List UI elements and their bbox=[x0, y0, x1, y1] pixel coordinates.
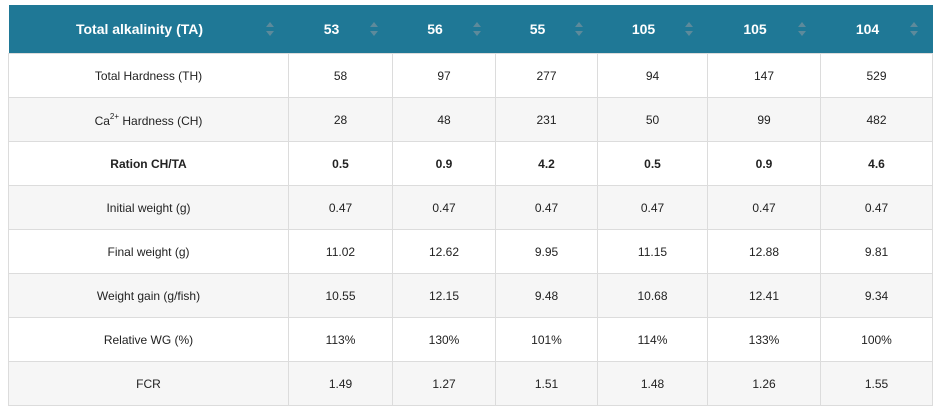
header-text: 104 bbox=[855, 21, 880, 37]
cell: 147 bbox=[707, 53, 821, 98]
row-label: Initial weight (g) bbox=[8, 185, 289, 230]
cell: 4.2 bbox=[495, 141, 598, 186]
sort-button[interactable] bbox=[684, 21, 694, 40]
cell: 12.41 bbox=[707, 273, 821, 318]
table-row: Final weight (g) 11.02 12.62 9.95 11.15 12.88… bbox=[8, 229, 933, 274]
cell: 0.47 bbox=[597, 185, 708, 230]
sort-icon bbox=[574, 22, 583, 36]
cell: 0.9 bbox=[392, 141, 496, 186]
table-row: Relative WG (%) 113% 130% 101% 114% 133% 100% bbox=[8, 317, 933, 362]
cell: 0.47 bbox=[288, 185, 393, 230]
cell: 9.48 bbox=[495, 273, 598, 318]
cell: 94 bbox=[597, 53, 708, 98]
cell: 11.15 bbox=[597, 229, 708, 274]
label-part: Hardness (CH) bbox=[119, 113, 203, 128]
cell: 0.47 bbox=[707, 185, 821, 230]
column-header: 56 bbox=[392, 5, 496, 54]
cell: 231 bbox=[495, 97, 598, 142]
header-text: Total alkalinity (TA) bbox=[75, 21, 204, 37]
row-label: Final weight (g) bbox=[8, 229, 289, 274]
sort-button[interactable] bbox=[574, 21, 584, 40]
cell: 113% bbox=[288, 317, 393, 362]
table-row: Total Hardness (TH) 58 97 277 94 147 529 bbox=[8, 53, 933, 98]
cell: 12.88 bbox=[707, 229, 821, 274]
cell: 101% bbox=[495, 317, 598, 362]
cell: 133% bbox=[707, 317, 821, 362]
sort-button[interactable] bbox=[369, 21, 379, 40]
table-row: Initial weight (g) 0.47 0.47 0.47 0.47 0.47 0.… bbox=[8, 185, 933, 230]
column-header: 53 bbox=[288, 5, 393, 54]
cell: 0.47 bbox=[820, 185, 933, 230]
sort-button[interactable] bbox=[797, 21, 807, 40]
data-table: Total alkalinity (TA) 53 56 55 105 105 104 Tot… bbox=[8, 5, 933, 406]
column-header: 104 bbox=[820, 5, 933, 54]
sort-button[interactable] bbox=[472, 21, 482, 40]
sort-button[interactable] bbox=[909, 21, 919, 40]
cell: 9.34 bbox=[820, 273, 933, 318]
row-label: Ca2+ Hardness (CH) bbox=[8, 97, 289, 142]
cell: 10.55 bbox=[288, 273, 393, 318]
header-text: 56 bbox=[427, 21, 443, 37]
cell: 529 bbox=[820, 53, 933, 98]
cell: 48 bbox=[392, 97, 496, 142]
sort-icon bbox=[684, 22, 693, 36]
row-label: Relative WG (%) bbox=[8, 317, 289, 362]
table-row: Weight gain (g/fish) 10.55 12.15 9.48 10.68 1… bbox=[8, 273, 933, 318]
cell: 1.55 bbox=[820, 361, 933, 406]
cell: 1.27 bbox=[392, 361, 496, 406]
cell: 1.51 bbox=[495, 361, 598, 406]
row-label: Ration CH/TA bbox=[8, 141, 289, 186]
sort-button[interactable] bbox=[265, 21, 275, 40]
cell: 0.5 bbox=[597, 141, 708, 186]
header-text: 105 bbox=[743, 21, 767, 37]
cell: 99 bbox=[707, 97, 821, 142]
cell: 50 bbox=[597, 97, 708, 142]
table-row: Ca2+ Hardness (CH) 28 48 231 50 99 482 bbox=[8, 97, 933, 142]
row-label: Weight gain (g/fish) bbox=[8, 273, 289, 318]
cell: 482 bbox=[820, 97, 933, 142]
row-label: Total Hardness (TH) bbox=[8, 53, 289, 98]
cell: 0.9 bbox=[707, 141, 821, 186]
cell: 9.95 bbox=[495, 229, 598, 274]
sort-icon bbox=[797, 22, 806, 36]
label-part: Ca bbox=[94, 113, 110, 128]
sort-icon bbox=[909, 22, 918, 36]
cell: 1.49 bbox=[288, 361, 393, 406]
cell: 277 bbox=[495, 53, 598, 98]
cell: 12.15 bbox=[392, 273, 496, 318]
cell: 9.81 bbox=[820, 229, 933, 274]
sort-icon bbox=[472, 22, 481, 36]
cell: 1.26 bbox=[707, 361, 821, 406]
column-header: 55 bbox=[495, 5, 598, 54]
cell: 0.47 bbox=[495, 185, 598, 230]
cell: 10.68 bbox=[597, 273, 708, 318]
cell: 12.62 bbox=[392, 229, 496, 274]
cell: 97 bbox=[392, 53, 496, 98]
cell: 4.6 bbox=[820, 141, 933, 186]
cell: 11.02 bbox=[288, 229, 393, 274]
label-part: 2+ bbox=[109, 111, 120, 121]
sort-icon bbox=[265, 22, 274, 36]
cell: 0.5 bbox=[288, 141, 393, 186]
header-text: 53 bbox=[323, 21, 340, 37]
cell: 130% bbox=[392, 317, 496, 362]
cell: 28 bbox=[288, 97, 393, 142]
cell: 114% bbox=[597, 317, 708, 362]
cell: 58 bbox=[288, 53, 393, 98]
cell: 1.48 bbox=[597, 361, 708, 406]
cell: 100% bbox=[820, 317, 933, 362]
sort-icon bbox=[369, 22, 378, 36]
header-text: 105 bbox=[631, 21, 656, 37]
column-header: 105 bbox=[707, 5, 821, 54]
header-row: Total alkalinity (TA) 53 56 55 105 105 104 bbox=[8, 5, 933, 54]
row-label: FCR bbox=[8, 361, 289, 406]
column-header: 105 bbox=[597, 5, 708, 54]
table-row: Ration CH/TA 0.5 0.9 4.2 0.5 0.9 4.6 bbox=[8, 141, 933, 186]
cell: 0.47 bbox=[392, 185, 496, 230]
header-text: 55 bbox=[529, 21, 546, 37]
column-header: Total alkalinity (TA) bbox=[8, 5, 289, 54]
table-row: FCR 1.49 1.27 1.51 1.48 1.26 1.55 bbox=[8, 361, 933, 406]
